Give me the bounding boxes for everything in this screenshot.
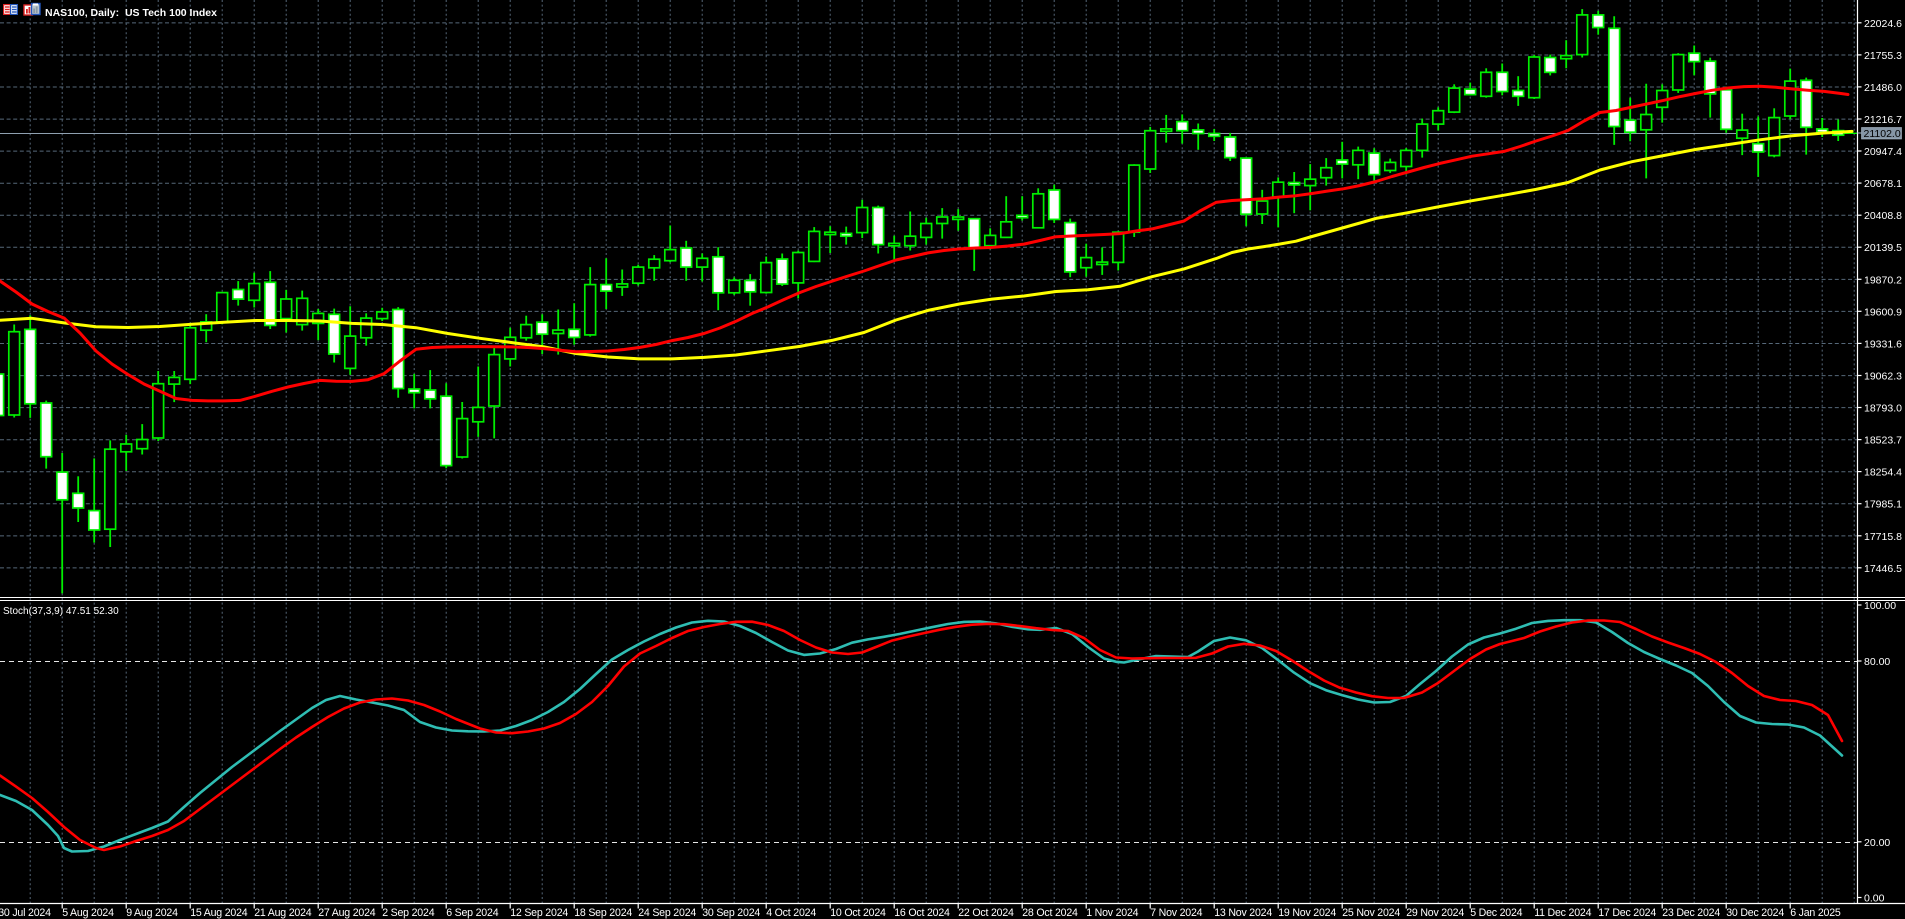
svg-text:22024.6: 22024.6 bbox=[1864, 18, 1902, 30]
svg-text:Stoch(37,3,9) 47.51 52.30: Stoch(37,3,9) 47.51 52.30 bbox=[3, 606, 119, 617]
svg-text:20408.8: 20408.8 bbox=[1864, 210, 1902, 222]
svg-text:23 Dec 2024: 23 Dec 2024 bbox=[1662, 907, 1720, 919]
svg-text:30 Sep 2024: 30 Sep 2024 bbox=[702, 907, 760, 919]
svg-text:12 Sep 2024: 12 Sep 2024 bbox=[510, 907, 568, 919]
svg-text:100.00: 100.00 bbox=[1864, 600, 1896, 612]
svg-text:13 Nov 2024: 13 Nov 2024 bbox=[1214, 907, 1272, 919]
svg-text:7 Nov 2024: 7 Nov 2024 bbox=[1150, 907, 1202, 919]
svg-text:27 Aug 2024: 27 Aug 2024 bbox=[318, 907, 376, 919]
svg-text:4 Oct 2024: 4 Oct 2024 bbox=[766, 907, 816, 919]
svg-text:16 Oct 2024: 16 Oct 2024 bbox=[894, 907, 950, 919]
svg-text:18523.7: 18523.7 bbox=[1864, 435, 1902, 447]
svg-text:20678.1: 20678.1 bbox=[1864, 178, 1902, 190]
svg-text:21 Aug 2024: 21 Aug 2024 bbox=[254, 907, 312, 919]
svg-text:17446.5: 17446.5 bbox=[1864, 563, 1902, 575]
svg-text:17 Dec 2024: 17 Dec 2024 bbox=[1598, 907, 1656, 919]
svg-text:21102.0: 21102.0 bbox=[1864, 128, 1901, 140]
svg-text:30 Dec 2024: 30 Dec 2024 bbox=[1726, 907, 1784, 919]
svg-text:0.00: 0.00 bbox=[1864, 893, 1885, 905]
svg-text:19331.6: 19331.6 bbox=[1864, 338, 1902, 350]
svg-text:1 Nov 2024: 1 Nov 2024 bbox=[1086, 907, 1138, 919]
svg-text:20.00: 20.00 bbox=[1864, 837, 1890, 849]
svg-text:21216.7: 21216.7 bbox=[1864, 114, 1902, 126]
svg-text:18254.4: 18254.4 bbox=[1864, 467, 1902, 479]
svg-text:15 Aug 2024: 15 Aug 2024 bbox=[190, 907, 248, 919]
svg-text:19870.2: 19870.2 bbox=[1864, 274, 1902, 286]
svg-text:10 Oct 2024: 10 Oct 2024 bbox=[830, 907, 886, 919]
svg-text:11 Dec 2024: 11 Dec 2024 bbox=[1534, 907, 1591, 919]
svg-text:28 Oct 2024: 28 Oct 2024 bbox=[1022, 907, 1078, 919]
svg-text:18793.0: 18793.0 bbox=[1864, 403, 1902, 415]
svg-text:29 Nov 2024: 29 Nov 2024 bbox=[1406, 907, 1464, 919]
svg-text:25 Nov 2024: 25 Nov 2024 bbox=[1342, 907, 1400, 919]
svg-text:22 Oct 2024: 22 Oct 2024 bbox=[958, 907, 1014, 919]
svg-text:17985.1: 17985.1 bbox=[1864, 499, 1902, 511]
svg-text:9 Aug 2024: 9 Aug 2024 bbox=[126, 907, 178, 919]
svg-text:19600.9: 19600.9 bbox=[1864, 306, 1902, 318]
svg-text:20947.4: 20947.4 bbox=[1864, 146, 1902, 158]
svg-text:19062.3: 19062.3 bbox=[1864, 371, 1902, 383]
svg-text:NAS100, Daily: US Tech 100 In: NAS100, Daily: US Tech 100 Index bbox=[45, 7, 217, 19]
svg-text:21486.0: 21486.0 bbox=[1864, 82, 1902, 94]
svg-text:2 Sep 2024: 2 Sep 2024 bbox=[382, 907, 435, 919]
svg-text:5 Aug 2024: 5 Aug 2024 bbox=[62, 907, 114, 919]
svg-text:24 Sep 2024: 24 Sep 2024 bbox=[638, 907, 696, 919]
svg-text:5 Dec 2024: 5 Dec 2024 bbox=[1470, 907, 1522, 919]
svg-text:6 Jan 2025: 6 Jan 2025 bbox=[1790, 907, 1841, 919]
svg-text:17715.8: 17715.8 bbox=[1864, 531, 1902, 543]
svg-text:6 Sep 2024: 6 Sep 2024 bbox=[446, 907, 499, 919]
svg-text:30 Jul 2024: 30 Jul 2024 bbox=[0, 907, 51, 919]
svg-text:21755.3: 21755.3 bbox=[1864, 50, 1902, 62]
svg-text:80.00: 80.00 bbox=[1864, 656, 1890, 668]
svg-text:20139.5: 20139.5 bbox=[1864, 242, 1902, 254]
svg-text:19 Nov 2024: 19 Nov 2024 bbox=[1278, 907, 1336, 919]
svg-text:18 Sep 2024: 18 Sep 2024 bbox=[574, 907, 632, 919]
